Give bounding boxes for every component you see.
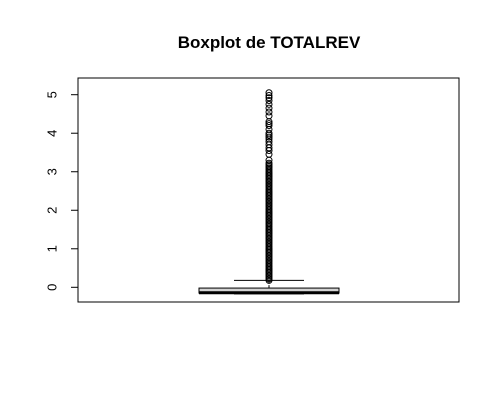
y-tick-label: 1 — [45, 245, 60, 252]
chart-title: Boxplot de TOTALREV — [178, 33, 361, 52]
y-tick-label: 3 — [45, 168, 60, 175]
y-tick-label: 2 — [45, 207, 60, 214]
y-tick-label: 5 — [45, 91, 60, 98]
y-tick-label: 0 — [45, 284, 60, 291]
y-tick-label: 4 — [45, 130, 60, 137]
